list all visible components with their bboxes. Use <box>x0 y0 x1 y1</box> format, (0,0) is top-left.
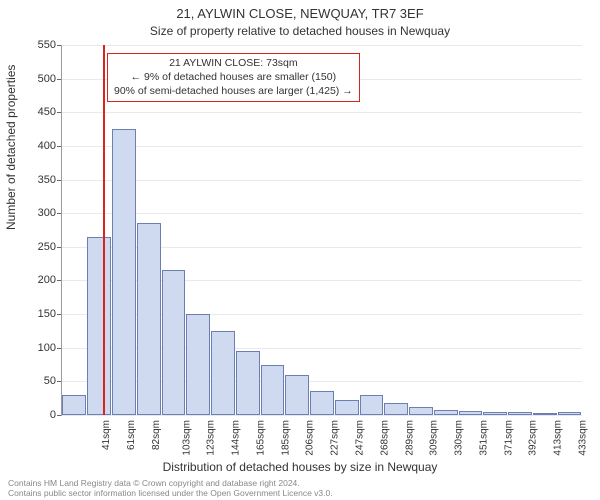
histogram-bar <box>261 365 285 415</box>
y-tick-mark <box>57 146 61 147</box>
x-tick-label: 289sqm <box>404 420 415 456</box>
x-tick-label: 82sqm <box>151 420 162 450</box>
histogram-bar <box>211 331 235 415</box>
x-tick-label: 227sqm <box>330 420 341 456</box>
x-tick-label: 41sqm <box>101 420 112 450</box>
y-tick-mark <box>57 280 61 281</box>
x-tick-label: 309sqm <box>429 420 440 456</box>
x-axis-label: Distribution of detached houses by size … <box>0 460 600 474</box>
histogram-bar <box>459 411 483 415</box>
y-tick-mark <box>57 180 61 181</box>
histogram-bar <box>285 375 309 415</box>
property-marker-line <box>103 45 105 415</box>
y-tick-mark <box>57 415 61 416</box>
x-tick-label: 185sqm <box>280 420 291 456</box>
gridline <box>62 112 582 113</box>
histogram-bar <box>236 351 260 415</box>
y-tick-label: 100 <box>16 342 56 354</box>
histogram-bar <box>112 129 136 415</box>
y-tick-label: 350 <box>16 174 56 186</box>
y-tick-label: 50 <box>16 375 56 387</box>
x-tick-label: 144sqm <box>231 420 242 456</box>
histogram-bar <box>558 412 582 415</box>
x-tick-label: 165sqm <box>256 420 267 456</box>
histogram-bar <box>434 410 458 415</box>
x-tick-label: 392sqm <box>528 420 539 456</box>
histogram-chart: 21 AYLWIN CLOSE: 73sqm← 9% of detached h… <box>61 45 582 416</box>
annotation-line: 21 AYLWIN CLOSE: 73sqm <box>114 56 353 70</box>
annotation-line: 90% of semi-detached houses are larger (… <box>114 84 353 98</box>
gridline <box>62 415 582 416</box>
histogram-bar <box>483 412 507 415</box>
histogram-bar <box>335 400 359 415</box>
x-tick-label: 433sqm <box>577 420 588 456</box>
x-tick-label: 123sqm <box>206 420 217 456</box>
histogram-bar <box>384 403 408 415</box>
x-tick-label: 330sqm <box>454 420 465 456</box>
y-tick-label: 250 <box>16 241 56 253</box>
y-tick-label: 550 <box>16 39 56 51</box>
y-tick-mark <box>57 348 61 349</box>
y-tick-mark <box>57 381 61 382</box>
y-tick-mark <box>57 79 61 80</box>
histogram-bar <box>87 237 111 415</box>
gridline <box>62 146 582 147</box>
y-tick-label: 300 <box>16 207 56 219</box>
gridline <box>62 180 582 181</box>
x-tick-label: 247sqm <box>355 420 366 456</box>
page-title: 21, AYLWIN CLOSE, NEWQUAY, TR7 3EF <box>0 6 600 21</box>
x-tick-label: 413sqm <box>553 420 564 456</box>
y-tick-label: 0 <box>16 409 56 421</box>
y-tick-mark <box>57 112 61 113</box>
histogram-bar <box>162 270 186 415</box>
x-tick-label: 103sqm <box>181 420 192 456</box>
histogram-bar <box>533 413 557 415</box>
histogram-bar <box>360 395 384 415</box>
page-subtitle: Size of property relative to detached ho… <box>0 24 600 38</box>
y-tick-mark <box>57 314 61 315</box>
marker-annotation: 21 AYLWIN CLOSE: 73sqm← 9% of detached h… <box>107 53 360 102</box>
x-tick-label: 61sqm <box>126 420 137 450</box>
y-tick-label: 150 <box>16 308 56 320</box>
y-tick-mark <box>57 213 61 214</box>
x-tick-label: 268sqm <box>379 420 390 456</box>
histogram-bar <box>310 391 334 415</box>
footer-attribution: Contains HM Land Registry data © Crown c… <box>8 478 333 498</box>
histogram-bar <box>137 223 161 415</box>
footer-line: Contains HM Land Registry data © Crown c… <box>8 478 333 488</box>
y-tick-label: 500 <box>16 73 56 85</box>
footer-line: Contains public sector information licen… <box>8 488 333 498</box>
histogram-bar <box>62 395 86 415</box>
y-tick-label: 450 <box>16 106 56 118</box>
gridline <box>62 213 582 214</box>
y-tick-label: 400 <box>16 140 56 152</box>
annotation-line: ← 9% of detached houses are smaller (150… <box>114 70 353 84</box>
y-tick-mark <box>57 45 61 46</box>
histogram-bar <box>186 314 210 415</box>
x-tick-label: 206sqm <box>305 420 316 456</box>
y-tick-label: 200 <box>16 274 56 286</box>
x-tick-label: 351sqm <box>478 420 489 456</box>
y-tick-mark <box>57 247 61 248</box>
histogram-bar <box>508 412 532 415</box>
x-tick-label: 371sqm <box>503 420 514 456</box>
gridline <box>62 45 582 46</box>
histogram-bar <box>409 407 433 415</box>
